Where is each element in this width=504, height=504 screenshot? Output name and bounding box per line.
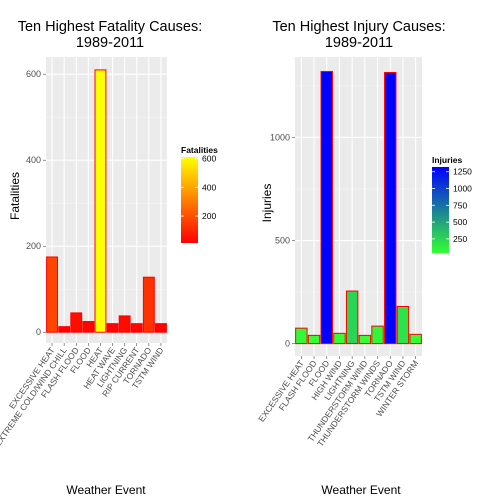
chart-2-bar — [345, 290, 359, 345]
chart-2-legend-label: 500 — [453, 217, 467, 227]
chart-2-xlabel: Weather Event — [321, 483, 401, 497]
chart-1-bar — [106, 323, 119, 333]
chart-2-y-tick-label: 1000 — [270, 132, 290, 142]
chart-2-ylabel: Injuries — [260, 184, 274, 223]
chart-1-x-tick-label: EXTREME COLD/WIND CHILL — [0, 345, 69, 448]
chart-2-legend-title: Injuries — [432, 155, 463, 165]
chart-2-title-line2: 1989-2011 — [325, 35, 393, 51]
chart-2-bar — [295, 327, 308, 345]
chart-1-legend-title: Fatalities — [181, 145, 218, 155]
chart-1-bar — [58, 326, 71, 333]
chart-2-bar — [384, 71, 397, 345]
chart-1-bar — [155, 323, 167, 333]
chart-1-legend-label: 200 — [202, 211, 216, 221]
chart-1-ylabel: Fatalities — [8, 172, 22, 220]
chart-2-title-line1: Ten Highest Injury Causes: — [272, 19, 445, 35]
chart-2-legend-label: 750 — [453, 200, 467, 210]
chart-1-bar — [118, 315, 131, 333]
chart-1-y-tick-label: 600 — [26, 69, 41, 79]
chart-2-bar — [320, 70, 333, 345]
chart-2-legend-label: 1250 — [453, 167, 472, 177]
chart-2-y-tick-label: 0 — [285, 339, 290, 349]
chart-2-bar — [409, 333, 422, 345]
chart-1-title-line1: Ten Highest Fatality Causes: — [18, 19, 203, 35]
chart-2-bar — [333, 332, 346, 345]
chart-2-legend-colorbar — [432, 167, 449, 253]
chart-1-xlabel: Weather Event — [66, 483, 146, 497]
chart-1-y-tick-label: 400 — [26, 155, 41, 165]
chart-1-bar — [142, 276, 155, 333]
chart-2-legend-label: 1000 — [453, 184, 472, 194]
chart-1-bar — [82, 320, 95, 333]
chart-2-legend-label: 250 — [453, 234, 467, 244]
chart-1-bar — [70, 312, 83, 333]
chart-1-title-line2: 1989-2011 — [76, 35, 144, 51]
chart-1-bar — [94, 69, 107, 333]
chart-1-y-tick-label: 200 — [26, 241, 41, 251]
chart-1-legend-label: 600 — [202, 153, 216, 163]
chart-1-bar — [46, 256, 58, 333]
chart-1-legend-colorbar — [181, 157, 198, 243]
chart-2-y-tick-label: 500 — [275, 236, 290, 246]
chart-1-bar — [130, 323, 143, 333]
chart-2-bar — [396, 306, 410, 345]
chart-1-legend-label: 400 — [202, 182, 216, 192]
chart-2-bar — [358, 334, 372, 345]
chart-1-y-tick-label: 0 — [36, 327, 41, 337]
chart-2-bar — [307, 334, 321, 345]
chart-2-bar — [371, 325, 384, 345]
